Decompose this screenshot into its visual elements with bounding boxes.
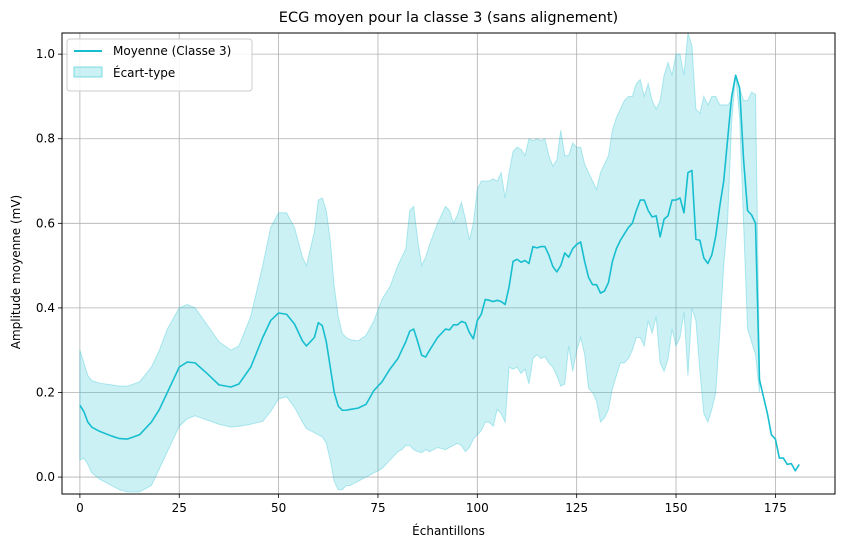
x-axis-ticks: 0 25 50 75 100 125 150 175: [76, 494, 787, 515]
legend-label-mean: Moyenne (Classe 3): [113, 44, 231, 58]
x-tick-label: 0: [76, 501, 84, 515]
chart-title: ECG moyen pour la classe 3 (sans alignem…: [279, 10, 618, 26]
legend: Moyenne (Classe 3) Écart-type: [66, 38, 253, 92]
plot-background: [62, 33, 835, 494]
x-tick-label: 150: [665, 501, 688, 515]
y-tick-label: 0.2: [36, 385, 55, 399]
legend-box: [66, 38, 253, 92]
band-layer: [79, 33, 760, 493]
grid: [62, 33, 835, 494]
y-tick-label: 0.0: [36, 470, 55, 484]
y-tick-label: 0.8: [36, 132, 55, 146]
legend-band-swatch: [73, 66, 103, 78]
y-tick-label: 0.4: [36, 301, 55, 315]
plot-frame: [61, 32, 836, 495]
x-tick-label: 125: [565, 501, 588, 515]
std-band: [79, 33, 760, 493]
mean-line: [79, 74, 800, 472]
x-tick-label: 50: [271, 501, 286, 515]
x-tick-label: 175: [764, 501, 787, 515]
y-tick-label: 0.6: [36, 216, 55, 230]
y-axis-ticks: 0.0 0.2 0.4 0.6 0.8 1.0: [36, 47, 62, 484]
x-tick-label: 75: [370, 501, 385, 515]
y-axis-label: Amplitude moyenne (mV): [9, 195, 23, 350]
line-layer: [79, 74, 800, 472]
plot-area: [61, 32, 836, 495]
legend-label-std: Écart-type: [113, 65, 175, 80]
x-tick-label: 25: [172, 501, 187, 515]
x-tick-label: 100: [466, 501, 489, 515]
y-tick-label: 1.0: [36, 47, 55, 61]
x-axis-label: Échantillons: [412, 523, 485, 538]
